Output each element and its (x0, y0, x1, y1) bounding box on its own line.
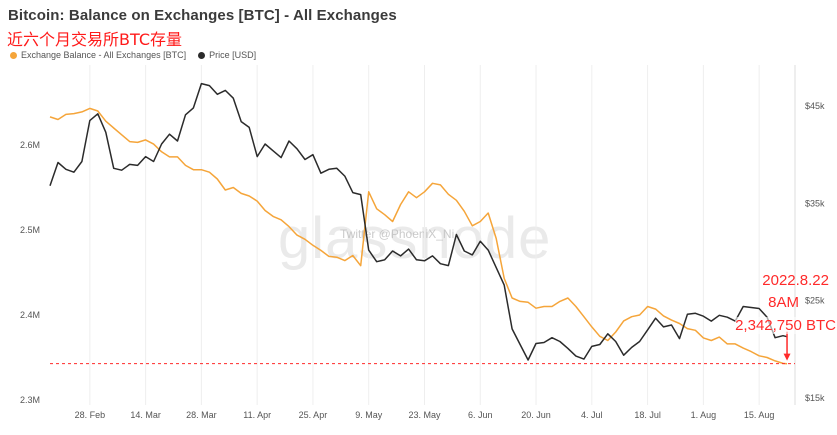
x-tick-label: 28. Feb (75, 410, 106, 420)
legend-item-price[interactable]: Price [USD] (198, 50, 256, 60)
x-tick-label: 1. Aug (691, 410, 717, 420)
y-left-tick-label: 2.3M (20, 395, 40, 405)
x-tick-label: 28. Mar (186, 410, 217, 420)
chart-title: Bitcoin: Balance on Exchanges [BTC] - Al… (8, 7, 397, 24)
y-right-tick-label: $25k (805, 296, 825, 306)
balance-series-line (49, 107, 788, 365)
legend-balance-label: Exchange Balance - All Exchanges [BTC] (21, 50, 187, 60)
legend-item-balance[interactable]: Exchange Balance - All Exchanges [BTC] (10, 50, 186, 60)
annotation-time: 8AM (768, 294, 799, 311)
legend: Exchange Balance - All Exchanges [BTC] P… (10, 50, 256, 60)
x-tick-label: 18. Jul (634, 410, 661, 420)
y-left-tick-label: 2.6M (20, 140, 40, 150)
y-right-tick-label: $45k (805, 101, 825, 111)
x-tick-label: 25. Apr (299, 410, 328, 420)
y-left-tick-label: 2.5M (20, 225, 40, 235)
y-right-tick-label: $15k (805, 393, 825, 403)
watermark: glassnode (278, 206, 552, 271)
x-tick-label: 23. May (408, 410, 441, 420)
annotation-value: 2,342,750 BTC (735, 317, 836, 334)
chart-subtitle: 近六个月交易所BTC存量 (7, 30, 182, 49)
y-left-tick-label: 2.4M (20, 310, 40, 320)
x-tick-label: 4. Jul (581, 410, 603, 420)
price-series-line (49, 82, 788, 361)
legend-price-marker (198, 51, 206, 59)
legend-price-label: Price [USD] (209, 50, 257, 60)
x-tick-label: 9. May (355, 410, 383, 420)
x-tick-label: 6. Jun (468, 410, 493, 420)
y-right-tick-label: $35k (805, 198, 825, 208)
x-tick-label: 14. Mar (130, 410, 161, 420)
annotation-arrow-head (783, 353, 791, 361)
legend-balance-marker (10, 51, 17, 59)
annotation-date: 2022.8.22 (762, 272, 829, 289)
x-tick-label: 11. Apr (243, 410, 271, 420)
x-tick-label: 20. Jun (521, 410, 551, 420)
x-tick-label: 15. Aug (744, 410, 775, 420)
